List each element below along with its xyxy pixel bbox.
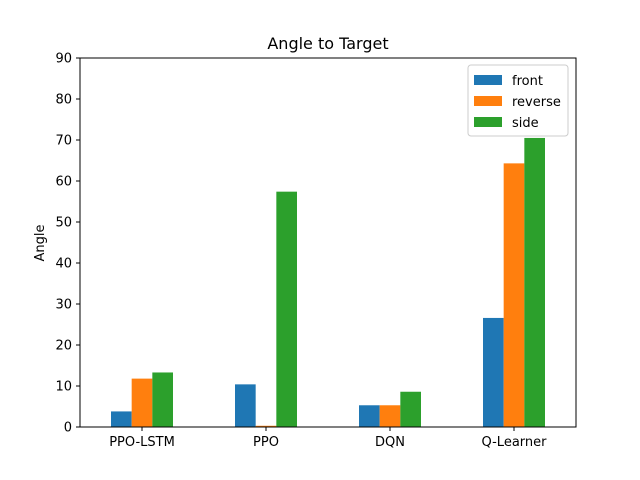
legend-swatch-reverse bbox=[474, 96, 502, 106]
bar-side bbox=[524, 137, 545, 427]
bar-front bbox=[111, 411, 132, 427]
y-tick-label: 30 bbox=[55, 298, 72, 313]
bar-side bbox=[276, 191, 297, 427]
legend-label-side: side bbox=[512, 116, 539, 131]
legend-swatch-front bbox=[474, 75, 502, 85]
legend-swatch-side bbox=[474, 117, 502, 127]
y-tick-label: 0 bbox=[64, 421, 72, 436]
bar-front bbox=[483, 317, 504, 427]
x-tick-label: Q-Learner bbox=[482, 435, 548, 450]
bar-side bbox=[400, 391, 421, 427]
y-axis-label: Angle bbox=[33, 225, 48, 262]
x-tick-label: DQN bbox=[375, 435, 405, 450]
bar-reverse bbox=[379, 405, 401, 427]
bar-front bbox=[359, 405, 380, 427]
legend: front reverse side bbox=[467, 64, 569, 137]
legend-label-reverse: reverse bbox=[512, 95, 561, 110]
y-tick-label: 10 bbox=[55, 380, 72, 395]
y-tick-label: 40 bbox=[55, 257, 72, 272]
bar-reverse bbox=[255, 425, 277, 427]
x-tick-label: PPO-LSTM bbox=[109, 435, 175, 450]
y-tick-label: 50 bbox=[55, 216, 72, 231]
legend-label-front: front bbox=[512, 74, 543, 89]
y-tick-label: 60 bbox=[55, 175, 72, 190]
chart-title: Angle to Target bbox=[267, 34, 388, 53]
bar-reverse bbox=[503, 163, 525, 427]
y-tick-label: 70 bbox=[55, 134, 72, 149]
plot-area: PPO-LSTM PPO DQN Q-Learner 0 10 20 30 40 50 60 70 80… bbox=[55, 52, 577, 450]
axes-frame bbox=[79, 57, 577, 428]
y-tick-label: 90 bbox=[55, 52, 72, 67]
y-tick-label: 80 bbox=[55, 93, 72, 108]
bar-front bbox=[235, 384, 256, 427]
y-tick-label: 20 bbox=[55, 339, 72, 354]
bar-side bbox=[152, 372, 173, 427]
x-tick-label: PPO bbox=[253, 435, 279, 450]
bar-reverse bbox=[131, 378, 153, 427]
